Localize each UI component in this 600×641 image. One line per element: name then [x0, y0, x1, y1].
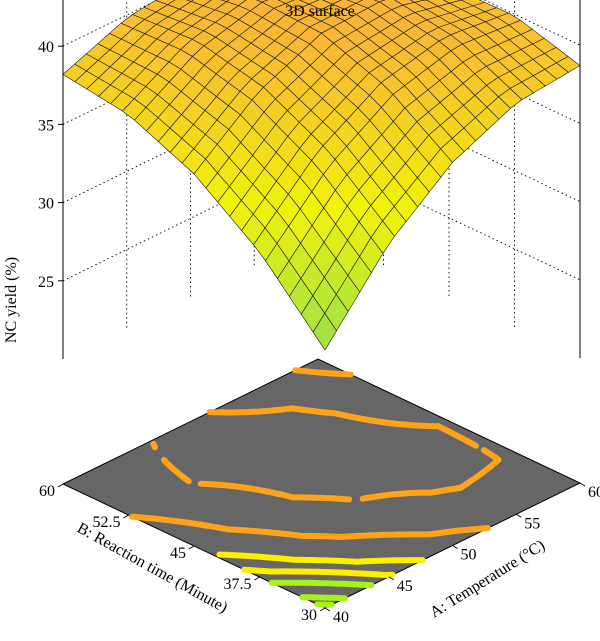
- surface-cell: [312, 312, 337, 351]
- floor-contour-line: [299, 594, 348, 602]
- b-tick-label: 45: [170, 545, 186, 562]
- a-tick: [515, 513, 522, 518]
- axis-layer: [57, 0, 586, 612]
- z-tick-label: 35: [38, 117, 54, 134]
- z-tick-label: 30: [38, 196, 54, 213]
- a-tick-label: 60: [588, 484, 600, 501]
- response-surface: [62, 0, 581, 351]
- b-tick: [188, 545, 195, 550]
- floor-contour-plane: [61, 358, 582, 609]
- x-axis-label: A: Temperature (°C): [427, 537, 548, 621]
- a-tick-label: 45: [397, 578, 413, 595]
- z-tick-label: 25: [38, 274, 54, 291]
- a-tick: [579, 482, 586, 487]
- a-tick-label: 55: [524, 515, 540, 532]
- a-tick-label: 40: [333, 609, 349, 626]
- a-tick-label: 50: [461, 547, 477, 564]
- b-tick: [254, 576, 260, 581]
- a-tick: [388, 576, 395, 581]
- chart-title: 3D surface: [285, 3, 355, 20]
- surface-cell: [373, 0, 386, 3]
- z-tick-label: 40: [38, 39, 54, 56]
- a-tick: [452, 545, 458, 549]
- b-tick: [123, 514, 129, 519]
- b-tick-label: 30: [301, 607, 317, 624]
- floor-contour-line: [216, 551, 426, 565]
- floor-contour-line: [129, 367, 491, 540]
- floor-contour-line: [268, 579, 375, 589]
- b-tick: [57, 483, 64, 488]
- z-gridline: [62, 0, 581, 47]
- floor-contour-line: [241, 566, 396, 578]
- z-axis-label: NC yield (%): [3, 257, 20, 343]
- b-tick-label: 37.5: [224, 576, 252, 593]
- b-tick-label: 52.5: [93, 514, 121, 531]
- b-tick: [319, 607, 326, 612]
- floor-plane: [61, 358, 582, 609]
- b-tick-label: 60: [39, 483, 55, 500]
- surface-cell: [255, 0, 269, 3]
- a-tick: [324, 607, 331, 612]
- floor-contour-line: [150, 405, 502, 503]
